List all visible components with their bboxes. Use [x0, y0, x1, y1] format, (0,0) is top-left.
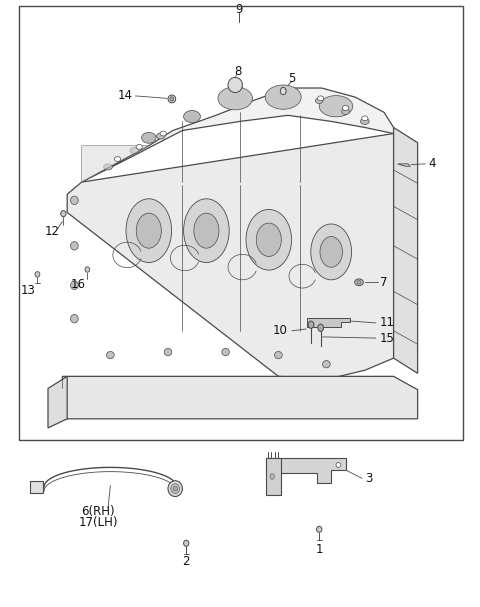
Text: 5: 5 [288, 72, 296, 86]
Ellipse shape [168, 95, 176, 103]
Ellipse shape [280, 87, 286, 95]
Text: 10: 10 [273, 324, 288, 337]
Polygon shape [394, 127, 418, 373]
Text: 6(RH): 6(RH) [82, 504, 115, 518]
Ellipse shape [308, 321, 314, 328]
Text: 2: 2 [182, 555, 190, 568]
Ellipse shape [222, 348, 229, 356]
Ellipse shape [320, 237, 342, 267]
Ellipse shape [170, 97, 174, 101]
Text: 7: 7 [380, 276, 388, 289]
Ellipse shape [168, 481, 182, 497]
Polygon shape [48, 376, 67, 428]
Ellipse shape [71, 196, 78, 205]
Ellipse shape [156, 133, 165, 139]
Ellipse shape [184, 540, 189, 546]
Ellipse shape [270, 473, 275, 480]
Text: 8: 8 [234, 65, 241, 78]
Ellipse shape [342, 106, 348, 110]
Text: 15: 15 [379, 331, 394, 345]
Text: 14: 14 [117, 89, 132, 103]
Ellipse shape [104, 164, 112, 170]
Polygon shape [307, 318, 350, 327]
Ellipse shape [194, 213, 219, 248]
Ellipse shape [71, 281, 78, 290]
Ellipse shape [342, 109, 349, 114]
Text: 3: 3 [365, 472, 372, 485]
Text: 17(LH): 17(LH) [79, 515, 118, 529]
Text: 11: 11 [379, 316, 394, 330]
Ellipse shape [107, 351, 114, 359]
Ellipse shape [136, 213, 161, 248]
Ellipse shape [357, 280, 361, 284]
Ellipse shape [183, 110, 201, 123]
Bar [19, 6, 463, 440]
Ellipse shape [164, 348, 172, 356]
Ellipse shape [183, 199, 229, 262]
Ellipse shape [265, 85, 301, 109]
Ellipse shape [126, 199, 172, 262]
Ellipse shape [218, 87, 252, 110]
Text: 13: 13 [21, 283, 35, 297]
Ellipse shape [114, 157, 121, 161]
Text: 4: 4 [429, 157, 436, 171]
Ellipse shape [35, 271, 40, 277]
Ellipse shape [319, 95, 353, 117]
Ellipse shape [318, 324, 324, 331]
Ellipse shape [362, 116, 368, 121]
Polygon shape [82, 88, 394, 182]
Ellipse shape [323, 361, 330, 368]
Ellipse shape [85, 266, 90, 272]
Polygon shape [82, 146, 149, 182]
Ellipse shape [160, 131, 167, 136]
Polygon shape [67, 134, 394, 379]
Polygon shape [266, 458, 346, 483]
Ellipse shape [71, 242, 78, 250]
Ellipse shape [336, 463, 341, 467]
Ellipse shape [60, 211, 66, 217]
Polygon shape [266, 458, 281, 495]
Polygon shape [397, 164, 410, 166]
Ellipse shape [311, 224, 351, 280]
Ellipse shape [171, 484, 180, 493]
Ellipse shape [136, 144, 142, 149]
Ellipse shape [142, 132, 156, 143]
Ellipse shape [315, 98, 323, 103]
Text: 9: 9 [235, 3, 243, 16]
Text: 12: 12 [44, 225, 60, 239]
Text: 1: 1 [315, 543, 323, 556]
Text: 16: 16 [70, 277, 85, 291]
Ellipse shape [355, 279, 363, 286]
Ellipse shape [130, 148, 139, 154]
Ellipse shape [71, 314, 78, 323]
Ellipse shape [318, 96, 324, 101]
Ellipse shape [360, 118, 369, 124]
Ellipse shape [317, 526, 322, 532]
Ellipse shape [173, 486, 178, 491]
Ellipse shape [256, 223, 281, 256]
Ellipse shape [228, 77, 242, 92]
Ellipse shape [275, 351, 282, 359]
Polygon shape [62, 376, 418, 419]
Ellipse shape [246, 209, 292, 270]
Polygon shape [30, 481, 43, 493]
